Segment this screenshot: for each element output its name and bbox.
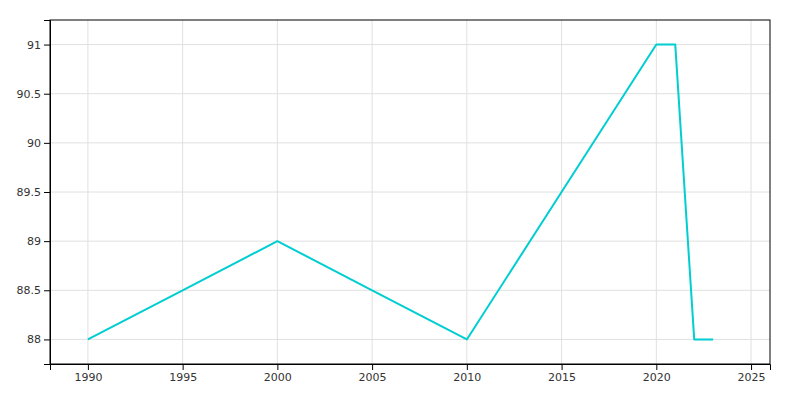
x-tick-label: 2005 bbox=[359, 371, 387, 384]
chart-container: 1990 1995 2000 2005 2010 2015 2020 2025 88 88.5 89… bbox=[0, 0, 800, 400]
grid-line-y bbox=[50, 142, 770, 143]
x-tick-label: 2000 bbox=[264, 371, 292, 384]
y-tick-mark bbox=[44, 339, 50, 340]
y-tick-mark bbox=[44, 192, 50, 193]
grid bbox=[50, 20, 770, 364]
y-tick-label: 89 bbox=[27, 235, 41, 248]
x-tick-mark bbox=[467, 364, 468, 370]
x-tick-label: 2025 bbox=[738, 371, 766, 384]
y-tick-mark bbox=[44, 241, 50, 242]
x-tick-mark bbox=[183, 364, 184, 370]
y-tick: 90 bbox=[27, 137, 50, 150]
x-tick-mark bbox=[372, 364, 373, 370]
chart-svg: 1990 1995 2000 2005 2010 2015 2020 2025 88 88.5 89… bbox=[0, 0, 800, 400]
grid-line-y bbox=[50, 241, 770, 242]
x-tick: 1995 bbox=[169, 364, 197, 384]
marks bbox=[88, 45, 713, 340]
plot: 1990 1995 2000 2005 2010 2015 2020 2025 88 88.5 89… bbox=[17, 20, 771, 384]
x-tick: 2025 bbox=[738, 364, 766, 384]
y-tick-label: 88 bbox=[27, 333, 41, 346]
x-tick-label: 1995 bbox=[169, 371, 197, 384]
y-tick-mark bbox=[44, 45, 50, 46]
y-tick-mark bbox=[44, 143, 50, 144]
y-tick-label: 90.5 bbox=[17, 88, 42, 101]
x-tick-mark bbox=[277, 364, 278, 370]
x-tick: 2005 bbox=[359, 364, 387, 384]
x-tick-label: 2020 bbox=[643, 371, 671, 384]
y-tick: 90.5 bbox=[17, 88, 51, 101]
x-tick: 2020 bbox=[643, 364, 671, 384]
y-tick-mark bbox=[44, 94, 50, 95]
x-tick: 2015 bbox=[548, 364, 576, 384]
x-tick-mark bbox=[88, 364, 89, 370]
y-tick: 89 bbox=[27, 235, 50, 248]
y-tick-label: 91 bbox=[27, 39, 41, 52]
y-axis-line bbox=[44, 21, 51, 365]
grid-line-y bbox=[50, 290, 770, 291]
y-tick: 88.5 bbox=[17, 284, 51, 297]
x-tick-mark bbox=[562, 364, 563, 370]
y-tick-label: 89.5 bbox=[17, 186, 42, 199]
plot-frame bbox=[50, 20, 770, 364]
y-axis: 88 88.5 89 89.5 90 90.5 91 bbox=[17, 21, 51, 365]
x-tick-label: 2015 bbox=[548, 371, 576, 384]
y-tick-label: 90 bbox=[27, 137, 41, 150]
x-tick: 2010 bbox=[453, 364, 481, 384]
x-tick-mark bbox=[751, 364, 752, 370]
y-tick: 88 bbox=[27, 333, 50, 346]
grid-line-y bbox=[50, 339, 770, 340]
x-tick: 2000 bbox=[264, 364, 292, 384]
x-tick: 1990 bbox=[74, 364, 102, 384]
x-tick-mark bbox=[656, 364, 657, 370]
x-tick-label: 2010 bbox=[453, 371, 481, 384]
y-tick: 91 bbox=[27, 39, 50, 52]
y-tick-label: 88.5 bbox=[17, 284, 42, 297]
y-tick: 89.5 bbox=[17, 186, 51, 199]
y-tick-mark bbox=[44, 290, 50, 291]
x-axis-line bbox=[51, 365, 771, 371]
x-axis: 1990 1995 2000 2005 2010 2015 2020 2025 bbox=[51, 364, 771, 384]
grid-line-y bbox=[50, 93, 770, 94]
x-tick-label: 1990 bbox=[74, 371, 102, 384]
line bbox=[88, 45, 713, 340]
grid-line-y bbox=[50, 192, 770, 193]
